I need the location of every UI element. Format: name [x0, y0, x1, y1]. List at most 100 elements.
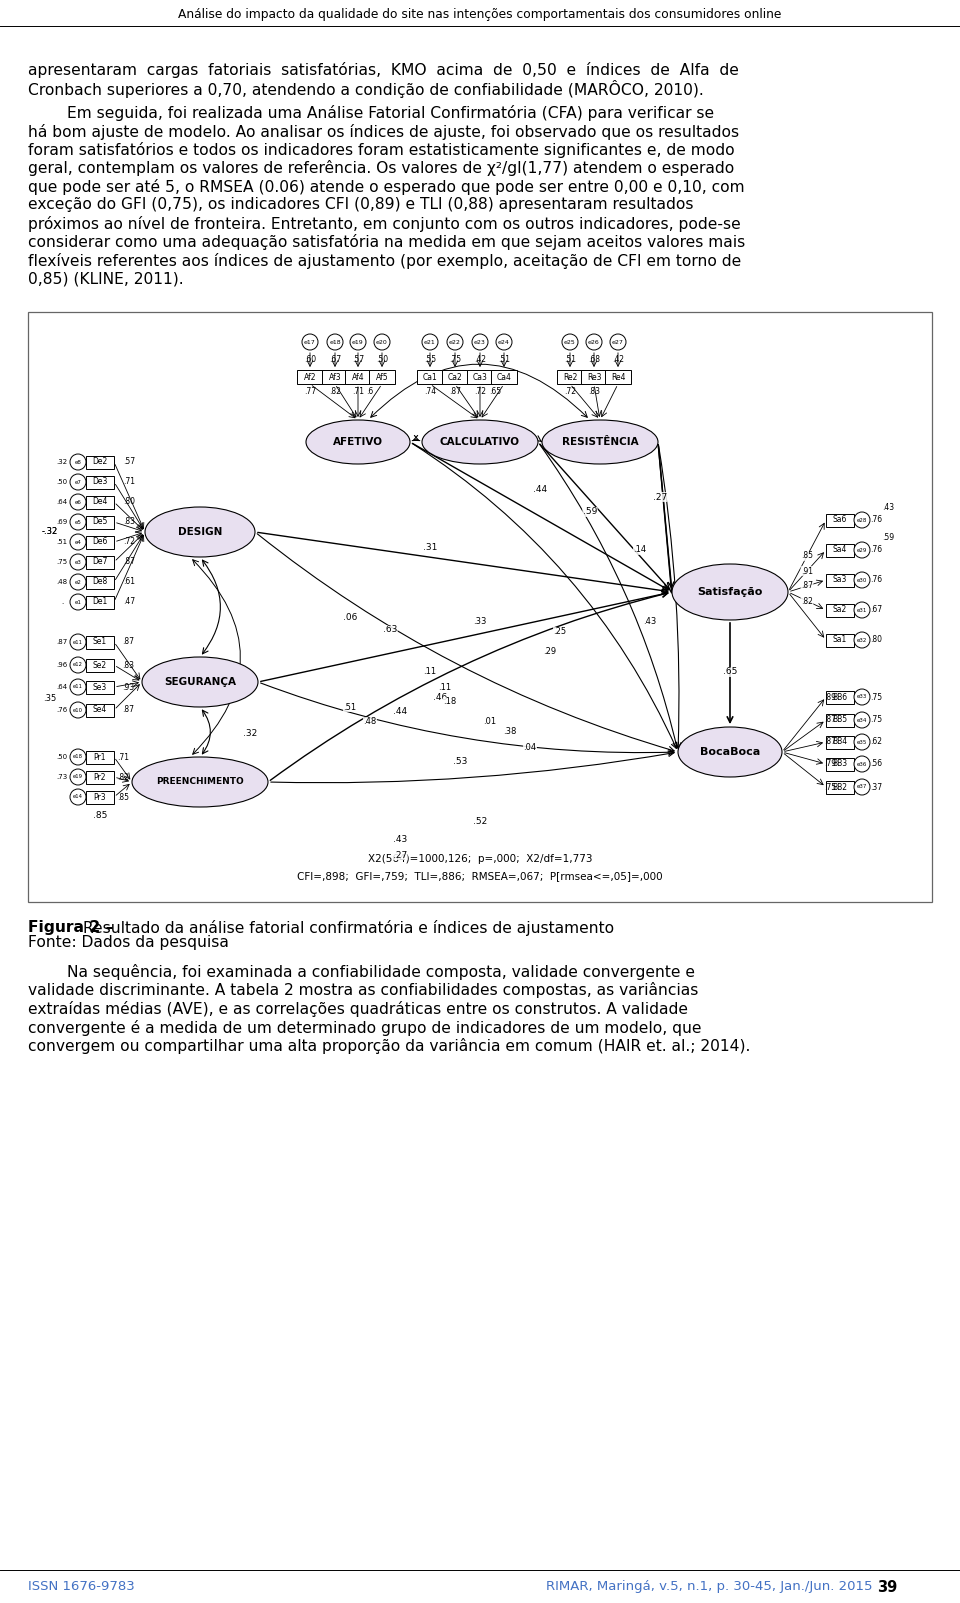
Text: .18: .18	[444, 697, 457, 707]
Text: .43: .43	[882, 503, 894, 513]
Bar	[557, 370, 583, 385]
Text: exceção do GFI (0,75), os indicadores CFI (0,89) e TLI (0,88) apresentaram resul: exceção do GFI (0,75), os indicadores CF…	[28, 197, 693, 213]
Text: Se4: Se4	[93, 705, 108, 715]
Text: .43: .43	[643, 617, 657, 627]
Text: .61: .61	[124, 577, 135, 587]
Bar	[826, 736, 854, 749]
Text: e36: e36	[857, 761, 867, 766]
Text: .32: .32	[243, 729, 257, 739]
Circle shape	[854, 689, 870, 705]
Text: BB5: BB5	[832, 715, 848, 725]
Circle shape	[70, 494, 86, 510]
Circle shape	[70, 595, 86, 611]
Circle shape	[70, 702, 86, 718]
Text: .73: .73	[57, 774, 67, 781]
Text: .77: .77	[304, 388, 316, 396]
Text: .11: .11	[439, 683, 451, 691]
Circle shape	[562, 333, 578, 349]
Circle shape	[854, 734, 870, 750]
Text: Af2: Af2	[303, 372, 316, 382]
Text: e23: e23	[474, 340, 486, 345]
Text: Se2: Se2	[93, 660, 108, 670]
Text: CFI=,898;  GFI=,759;  TLI=,886;  RMSEA=,067;  P[rmsea<=,05]=,000: CFI=,898; GFI=,759; TLI=,886; RMSEA=,067…	[298, 870, 662, 882]
Bar	[86, 495, 114, 508]
Text: BocaBoca: BocaBoca	[700, 747, 760, 757]
Circle shape	[70, 789, 86, 805]
Text: e10: e10	[73, 707, 83, 712]
Text: .76: .76	[870, 575, 882, 585]
Text: .42: .42	[612, 354, 624, 364]
Ellipse shape	[142, 657, 258, 707]
Ellipse shape	[132, 757, 268, 806]
Text: e18: e18	[329, 340, 341, 345]
Text: e25: e25	[564, 340, 576, 345]
Text: .87: .87	[801, 582, 813, 590]
Text: .55: .55	[424, 354, 436, 364]
Text: De3: De3	[92, 478, 108, 486]
Text: .59: .59	[583, 508, 597, 516]
Bar	[86, 790, 114, 803]
Ellipse shape	[542, 420, 658, 463]
Bar	[86, 659, 114, 672]
Text: .83: .83	[122, 660, 134, 670]
Bar	[826, 781, 854, 793]
Text: há bom ajuste de modelo. Ao analisar os índices de ajuste, foi observado que os : há bom ajuste de modelo. Ao analisar os …	[28, 123, 739, 139]
Circle shape	[854, 779, 870, 795]
Text: Af3: Af3	[328, 372, 342, 382]
Text: .31: .31	[422, 542, 437, 551]
Circle shape	[70, 555, 86, 571]
Text: .33: .33	[473, 617, 487, 627]
Text: .75: .75	[449, 354, 461, 364]
Text: e32: e32	[857, 638, 867, 643]
Text: .75: .75	[870, 715, 882, 725]
Circle shape	[610, 333, 626, 349]
Text: DESIGN: DESIGN	[178, 527, 222, 537]
Text: e19: e19	[352, 340, 364, 345]
Text: ISSN 1676-9783: ISSN 1676-9783	[28, 1581, 134, 1593]
Text: e11: e11	[73, 684, 83, 689]
Text: Sa2: Sa2	[833, 606, 847, 614]
Text: e19: e19	[73, 774, 83, 779]
Text: -.32: -.32	[42, 527, 59, 537]
Text: De1: De1	[92, 598, 108, 606]
Bar	[86, 595, 114, 609]
Text: .80: .80	[870, 635, 882, 644]
Text: .44: .44	[393, 707, 407, 717]
Text: e2: e2	[75, 580, 82, 585]
Text: foram satisfatórios e todos os indicadores foram estatisticamente significantes : foram satisfatórios e todos os indicador…	[28, 143, 734, 159]
Text: e31: e31	[857, 608, 867, 612]
Text: BB6: BB6	[832, 692, 848, 702]
Text: .42: .42	[474, 354, 486, 364]
Circle shape	[70, 454, 86, 470]
Text: RIMAR, Maringá, v.5, n.1, p. 30-45, Jan./Jun. 2015: RIMAR, Maringá, v.5, n.1, p. 30-45, Jan.…	[545, 1581, 872, 1593]
Text: .57: .57	[352, 354, 364, 364]
Text: Fonte: Dados da pesquisa: Fonte: Dados da pesquisa	[28, 936, 228, 951]
Text: .63: .63	[383, 625, 397, 635]
Text: Na sequência, foi examinada a confiabilidade composta, validade convergente e: Na sequência, foi examinada a confiabili…	[28, 963, 695, 979]
Circle shape	[854, 511, 870, 527]
Text: CALCULATIVO: CALCULATIVO	[440, 438, 520, 447]
Text: convergente é a medida de um determinado grupo de indicadores de um modelo, que: convergente é a medida de um determinado…	[28, 1020, 702, 1036]
Text: .83: .83	[588, 388, 600, 396]
Text: .51: .51	[564, 354, 576, 364]
Text: validade discriminante. A tabela 2 mostra as confiabilidades compostas, as variâ: validade discriminante. A tabela 2 mostr…	[28, 983, 698, 999]
Text: .06: .06	[343, 612, 357, 622]
Bar	[86, 750, 114, 763]
Text: e34: e34	[857, 718, 867, 723]
Text: Resultado da análise fatorial confirmatória e índices de ajustamento: Resultado da análise fatorial confirmató…	[83, 920, 614, 936]
Text: 0,85) (KLINE, 2011).: 0,85) (KLINE, 2011).	[28, 271, 183, 287]
Text: e1: e1	[75, 600, 82, 604]
Text: .68: .68	[588, 354, 600, 364]
Bar	[86, 681, 114, 694]
Circle shape	[447, 333, 463, 349]
Ellipse shape	[672, 564, 788, 620]
Circle shape	[350, 333, 366, 349]
Circle shape	[586, 333, 602, 349]
Text: .37: .37	[870, 782, 882, 792]
Text: AFETIVO: AFETIVO	[333, 438, 383, 447]
Text: .71: .71	[117, 752, 129, 761]
Text: Sa1: Sa1	[833, 635, 847, 644]
Text: e11: e11	[73, 640, 83, 644]
Text: De6: De6	[92, 537, 108, 547]
Text: De5: De5	[92, 518, 108, 526]
